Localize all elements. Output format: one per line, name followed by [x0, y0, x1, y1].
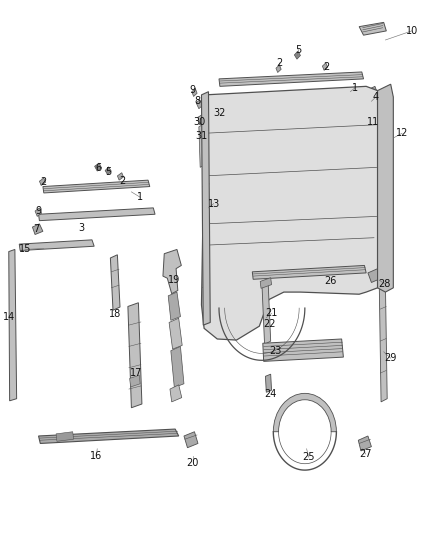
Polygon shape [128, 303, 142, 408]
Polygon shape [201, 86, 378, 340]
Text: 5: 5 [296, 45, 302, 54]
Polygon shape [378, 84, 393, 292]
Polygon shape [201, 92, 210, 325]
Polygon shape [358, 436, 371, 451]
Polygon shape [168, 292, 180, 320]
Text: 22: 22 [263, 319, 276, 329]
Polygon shape [263, 339, 343, 361]
Polygon shape [43, 180, 150, 193]
Text: 17: 17 [130, 368, 142, 378]
Text: 27: 27 [360, 449, 372, 459]
Polygon shape [196, 100, 202, 109]
Polygon shape [95, 163, 102, 171]
Text: 4: 4 [373, 92, 379, 102]
Polygon shape [252, 265, 366, 279]
Text: 19: 19 [168, 275, 180, 285]
Text: 6: 6 [95, 164, 101, 173]
Text: 18: 18 [109, 310, 121, 319]
Text: 2: 2 [40, 177, 46, 187]
Polygon shape [368, 268, 384, 282]
Polygon shape [32, 224, 43, 235]
Wedge shape [273, 393, 336, 432]
Text: 15: 15 [19, 245, 32, 254]
Text: 13: 13 [208, 199, 220, 208]
Polygon shape [322, 63, 328, 70]
Text: 5: 5 [106, 167, 112, 176]
Polygon shape [260, 278, 272, 288]
Text: 11: 11 [367, 117, 379, 126]
Polygon shape [130, 375, 140, 387]
Polygon shape [216, 111, 223, 119]
Polygon shape [359, 22, 386, 35]
Text: 9: 9 [190, 85, 196, 94]
Text: 3: 3 [78, 223, 85, 233]
Polygon shape [379, 285, 387, 402]
Polygon shape [199, 125, 204, 167]
Polygon shape [39, 208, 155, 221]
Polygon shape [276, 65, 281, 72]
Polygon shape [117, 173, 124, 180]
Polygon shape [169, 318, 182, 349]
Text: 25: 25 [303, 453, 315, 462]
Polygon shape [56, 432, 74, 441]
Polygon shape [192, 88, 197, 96]
Text: 26: 26 [325, 277, 337, 286]
Polygon shape [184, 432, 198, 448]
Polygon shape [294, 51, 300, 59]
Text: 12: 12 [396, 128, 408, 138]
Text: 31: 31 [195, 132, 208, 141]
Text: 1: 1 [352, 83, 358, 93]
Text: 8: 8 [194, 96, 200, 106]
Polygon shape [366, 112, 378, 124]
Text: 24: 24 [265, 390, 277, 399]
Text: 2: 2 [276, 58, 283, 68]
Polygon shape [105, 167, 111, 175]
Polygon shape [366, 86, 378, 100]
Polygon shape [170, 385, 182, 402]
Polygon shape [171, 346, 184, 387]
Text: 32: 32 [214, 108, 226, 118]
Text: 23: 23 [269, 346, 281, 356]
Text: 2: 2 [120, 176, 126, 186]
Text: 1: 1 [137, 192, 143, 202]
Polygon shape [39, 178, 46, 185]
Polygon shape [9, 249, 17, 401]
Text: 30: 30 [194, 117, 206, 126]
Text: 29: 29 [385, 353, 397, 363]
Polygon shape [39, 429, 179, 443]
Polygon shape [198, 114, 205, 125]
Text: 16: 16 [90, 451, 102, 461]
Polygon shape [219, 72, 364, 86]
Polygon shape [262, 280, 271, 344]
Polygon shape [110, 255, 120, 310]
Polygon shape [163, 249, 181, 294]
Text: 21: 21 [265, 309, 278, 318]
Text: 20: 20 [187, 458, 199, 467]
Text: 14: 14 [3, 312, 15, 322]
Text: 7: 7 [33, 224, 39, 234]
Polygon shape [35, 208, 42, 216]
Polygon shape [19, 240, 94, 251]
Polygon shape [265, 374, 272, 392]
Text: 10: 10 [406, 26, 418, 36]
Text: 28: 28 [378, 279, 391, 288]
Text: 2: 2 [323, 62, 329, 71]
Text: 9: 9 [35, 206, 42, 215]
